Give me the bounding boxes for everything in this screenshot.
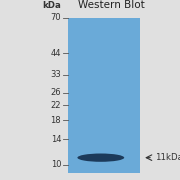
- Ellipse shape: [77, 154, 124, 162]
- Text: 18: 18: [51, 116, 61, 125]
- Text: 26: 26: [51, 88, 61, 97]
- Text: 22: 22: [51, 101, 61, 110]
- Text: 14: 14: [51, 135, 61, 144]
- Text: kDa: kDa: [42, 1, 61, 10]
- Text: 10: 10: [51, 160, 61, 169]
- Text: 44: 44: [51, 49, 61, 58]
- Text: Western Blot: Western Blot: [78, 0, 145, 10]
- Text: 33: 33: [50, 70, 61, 79]
- Text: 70: 70: [51, 14, 61, 22]
- Text: 11kDa: 11kDa: [155, 153, 180, 162]
- Bar: [68, 18, 140, 173]
